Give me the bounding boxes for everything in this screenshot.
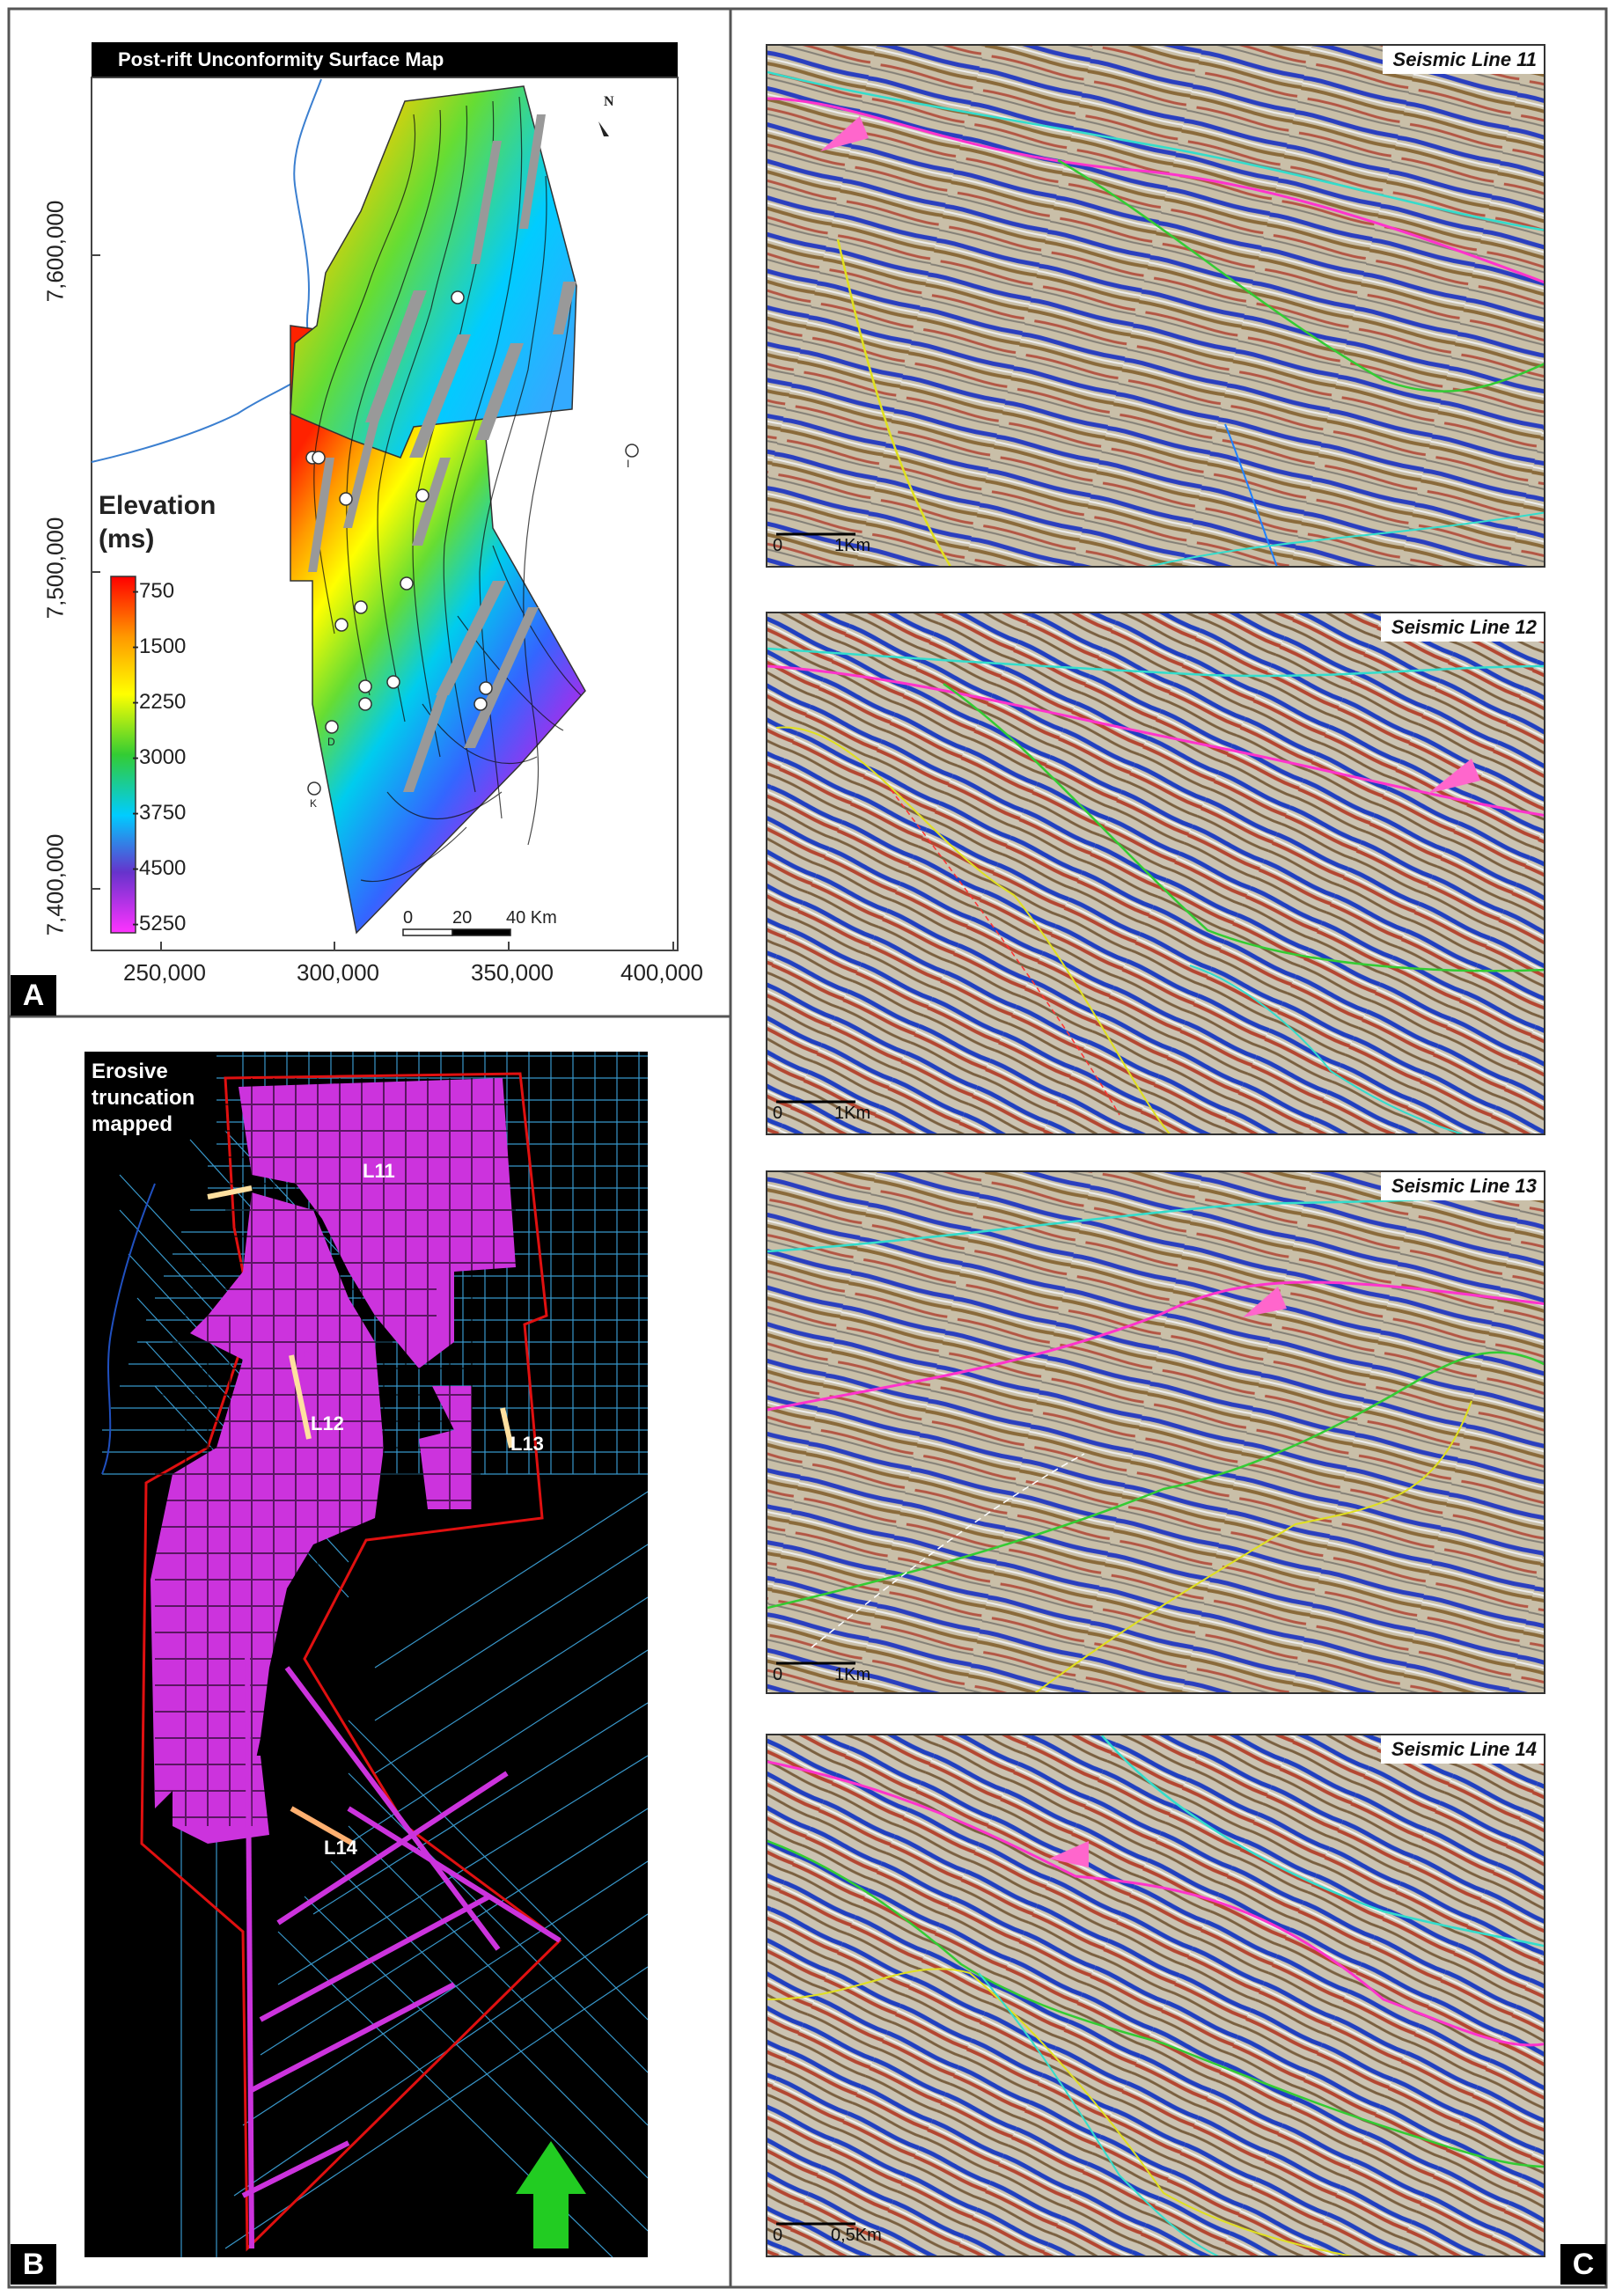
scale-zero: 0: [773, 536, 783, 555]
seismic-section-11: Seismic Line 11 0 1Km: [766, 44, 1545, 568]
seismic-image: [767, 613, 1544, 1133]
seismic-image: [767, 1735, 1544, 2256]
x-tick-300000: 300,000: [297, 959, 379, 986]
scale-zero: 0: [773, 2226, 783, 2245]
map-scale-0: 0: [403, 908, 414, 928]
x-tick-350000: 350,000: [471, 959, 554, 986]
north-arrow-icon: [598, 121, 609, 136]
legend-title: Elevation (ms): [99, 489, 216, 556]
legend-label: -4500: [132, 856, 187, 880]
y-tick-7400000: 7,400,000: [41, 833, 69, 936]
panel-letter-b: B: [11, 2244, 56, 2285]
legend-label: -2250: [132, 690, 187, 714]
caption-line1: Erosive: [92, 1060, 168, 1083]
line-label-l13: L13: [510, 1433, 544, 1455]
profile-lines: [207, 1185, 514, 1846]
scale-length: 1Km: [834, 1104, 871, 1123]
caption-line3: mapped: [92, 1112, 173, 1136]
map-title: Post-rift Unconformity Surface Map: [92, 42, 678, 77]
y-tick-7500000: 7,500,000: [41, 517, 69, 620]
x-tick-400000: 400,000: [620, 959, 703, 986]
legend-label: -750: [132, 579, 175, 603]
section-title-11: Seismic Line 11: [1382, 46, 1544, 74]
truncation-caption: Erosive truncation mapped: [92, 1059, 195, 1138]
scale-length: 0,5Km: [831, 2226, 882, 2245]
section-title-13: Seismic Line 13: [1380, 1172, 1544, 1200]
line-label-l11: L11: [363, 1160, 395, 1182]
well-label: K: [310, 797, 318, 810]
north-arrow-icon: [516, 2141, 586, 2248]
legend-color-bar: [110, 576, 136, 934]
scale-zero: 0: [773, 1665, 783, 1684]
truncation-map: [84, 1052, 648, 2257]
legend-label: -3000: [132, 745, 187, 769]
line-label-l14: L14: [324, 1837, 357, 1859]
panel-letter-c: C: [1560, 2244, 1606, 2285]
panel-letter-a: A: [11, 975, 56, 1016]
legend-title-line2: (ms): [99, 524, 155, 554]
seismic-section-12: Seismic Line 12 0 1Km: [766, 612, 1545, 1135]
scale-zero: 0: [773, 1104, 783, 1123]
truncation-grid-overlay: [155, 1078, 516, 1826]
legend-label: -5250: [132, 912, 187, 935]
section-title-14: Seismic Line 14: [1380, 1735, 1544, 1764]
coastline: [91, 78, 322, 463]
map-scale-bar: [402, 928, 511, 936]
elevation-map: [91, 77, 679, 951]
map-scale-20: 20: [452, 908, 473, 928]
line-label-l12: L12: [311, 1412, 344, 1434]
truncation-lines: [241, 1649, 562, 2249]
fault-polygons: [308, 114, 576, 792]
caption-line2: truncation: [92, 1086, 195, 1110]
y-tick-7600000: 7,600,000: [41, 200, 69, 303]
seismic-image: [767, 1172, 1544, 1692]
river: [101, 1183, 156, 1475]
map-scale-40: 40 Km: [506, 908, 557, 928]
legend-title-line1: Elevation: [99, 491, 217, 520]
axis-ticks: [92, 254, 674, 950]
section-title-12: Seismic Line 12: [1380, 613, 1544, 642]
x-tick-250000: 250,000: [123, 959, 206, 986]
legend-label: -1500: [132, 635, 187, 658]
well-label: I: [627, 458, 630, 470]
scale-length: 1Km: [834, 1665, 871, 1684]
seismic-section-13: Seismic Line 13 0 1Km: [766, 1170, 1545, 1694]
scale-length: 1Km: [834, 536, 871, 555]
seismic-image: [767, 46, 1544, 566]
legend-label: -3750: [132, 801, 187, 825]
north-label: N: [604, 94, 614, 109]
well-label: D: [327, 736, 335, 748]
well-markers: [305, 290, 639, 796]
seismic-section-14: Seismic Line 14 0 0,5Km: [766, 1734, 1545, 2257]
